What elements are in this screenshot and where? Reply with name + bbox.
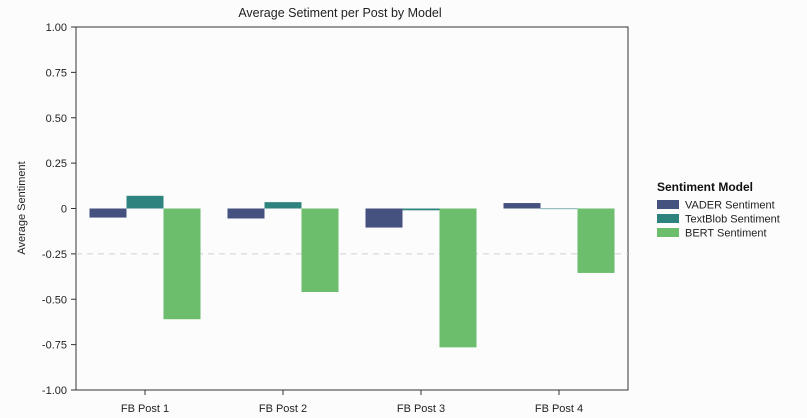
y-tick-label: 0.75 (46, 67, 67, 79)
chart-title: Average Setiment per Post by Model (238, 6, 441, 20)
y-tick-label: 0.25 (46, 158, 67, 170)
bar (402, 208, 440, 211)
legend-entry-label: BERT Sentiment (685, 228, 767, 240)
bar (439, 208, 477, 348)
legend-swatch (657, 200, 679, 209)
plot-area: 1.00 0.75 0.50 0.25 0 -0.25 -0.50 -0.75 -1.00 FB … (42, 22, 629, 415)
y-tick-label: 1.00 (46, 22, 67, 34)
bar (301, 208, 339, 292)
legend: Sentiment Model VADER Sentiment TextBlob … (657, 180, 780, 240)
bar (577, 208, 615, 273)
bar (365, 208, 403, 228)
bar (540, 208, 578, 210)
y-tick-label: 0.50 (46, 113, 67, 125)
x-tick-label: FB Post 4 (535, 403, 583, 415)
legend-entry-label: TextBlob Sentiment (685, 214, 780, 226)
x-tick-label: FB Post 1 (121, 403, 169, 415)
bar (126, 195, 164, 209)
legend-swatch (657, 214, 679, 223)
legend-entry-label: VADER Sentiment (685, 200, 775, 212)
y-tick-label: -0.50 (42, 294, 67, 306)
legend-title: Sentiment Model (657, 180, 753, 194)
x-tick-label: FB Post 2 (259, 403, 307, 415)
bar (163, 208, 201, 320)
bar (227, 208, 265, 219)
y-axis-label: Average Sentiment (16, 161, 28, 254)
y-tick-label: -0.25 (42, 249, 67, 261)
bar (503, 203, 541, 209)
x-tick-label: FB Post 3 (397, 403, 445, 415)
bar (264, 202, 302, 209)
y-tick-label: -1.00 (42, 385, 67, 397)
bar (89, 208, 127, 218)
legend-swatch (657, 228, 679, 237)
y-tick-label: -0.75 (42, 340, 67, 352)
y-tick-label: 0 (61, 204, 67, 216)
